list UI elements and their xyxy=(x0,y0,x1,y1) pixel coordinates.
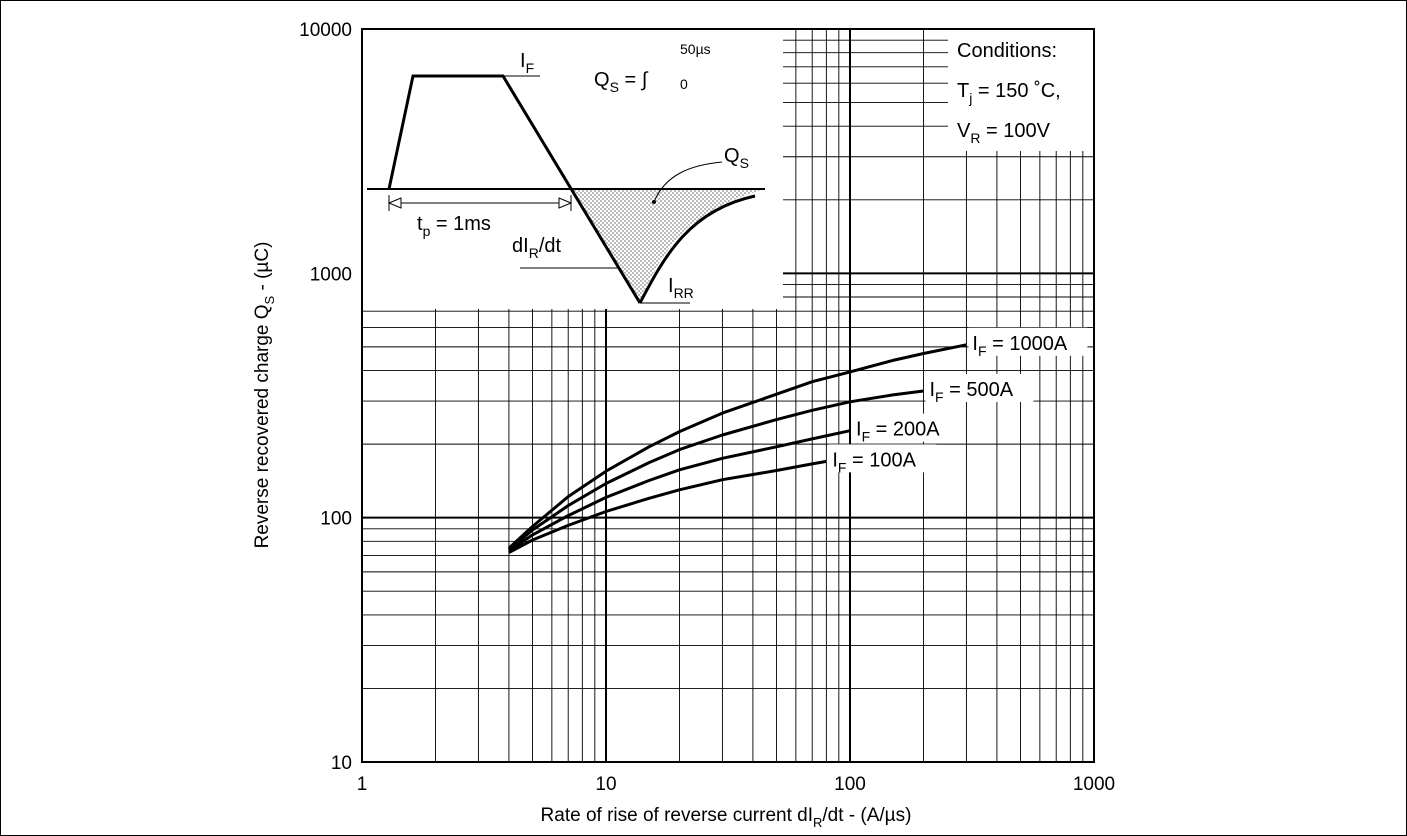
series-label-1: IF = 500A xyxy=(929,379,1013,405)
series-line-3 xyxy=(508,459,827,554)
series-group: IF = 1000A IF = 500A IF = 200A IF = 100A xyxy=(507,327,1088,554)
qs-leader-dot xyxy=(652,200,656,204)
series-line-2 xyxy=(508,429,851,553)
tp-arrow-left xyxy=(387,197,402,209)
conditions-tj: Tj = 150 ˚C, xyxy=(957,80,1061,106)
conditions-mask-rect xyxy=(948,30,1093,151)
conditions-title: Conditions: xyxy=(957,40,1057,62)
inset-qs-equation: QS = ∫ xyxy=(594,69,649,95)
plot-border xyxy=(361,28,1095,763)
y-tick-label: 1000 xyxy=(310,264,352,285)
x-tick-label: 1 xyxy=(357,774,368,795)
qs-shaded-area xyxy=(571,189,765,303)
x-tick-label: 1000 xyxy=(1073,774,1115,795)
inset-dir-label: dIR/dt xyxy=(512,235,561,261)
x-tick-label: 100 xyxy=(834,774,866,795)
tp-arrow-right xyxy=(558,197,573,209)
series-label-bg-1 xyxy=(925,373,1034,402)
y-tick-label: 10 xyxy=(331,753,352,774)
inset-background xyxy=(363,30,783,309)
inset-mask-rect xyxy=(363,30,783,309)
conditions-vr: VR = 100V xyxy=(957,120,1051,146)
recovery-tail xyxy=(638,194,756,304)
inset-waveform xyxy=(367,74,765,304)
series-label-bg-0 xyxy=(968,327,1088,356)
inset-irr-label: IRR xyxy=(668,275,694,301)
series-label-2: IF = 200A xyxy=(856,419,940,445)
inset-integral-lower: 0 xyxy=(680,76,688,92)
series-label-bg-2 xyxy=(852,413,960,442)
series-label-bg-3 xyxy=(828,444,937,473)
y-axis-label: Reverse recovered charge QS - (µC) xyxy=(252,242,277,549)
series-line-1 xyxy=(507,389,924,551)
series-label-0: IF = 1000A xyxy=(972,333,1067,359)
x-tick-label: 10 xyxy=(595,774,616,795)
y-tick-label: 10000 xyxy=(299,20,352,41)
series-line-0 xyxy=(507,343,967,550)
plot-border-rect xyxy=(361,28,1095,763)
inset-integral-upper: 50µs xyxy=(680,41,711,57)
inset-tp-label: tp = 1ms xyxy=(417,213,491,239)
conditions-background xyxy=(948,30,1093,151)
qs-leader xyxy=(653,161,723,203)
current-waveform xyxy=(387,74,642,304)
inset-if-label: IF xyxy=(520,50,534,76)
series-label-3: IF = 100A xyxy=(832,449,916,475)
inset-qs-label: QS xyxy=(724,145,749,171)
y-tick-label: 100 xyxy=(320,509,352,530)
x-axis-label: Rate of rise of reverse current dIR/dt -… xyxy=(541,805,912,830)
